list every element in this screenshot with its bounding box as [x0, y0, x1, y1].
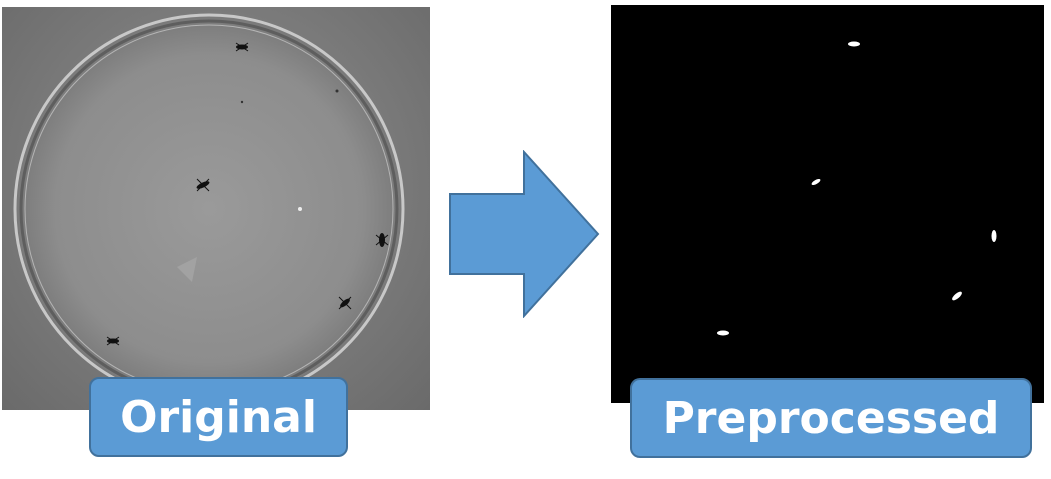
- petri-dish-floor: [17, 17, 401, 401]
- preprocessed-label-text: Preprocessed: [662, 392, 1000, 444]
- debris-spot: [335, 89, 339, 93]
- ant: [338, 296, 352, 310]
- ant: [196, 178, 210, 192]
- preprocessed-label: Preprocessed: [630, 378, 1032, 458]
- ant: [375, 233, 389, 247]
- original-image: [2, 7, 430, 410]
- binary-mask: [717, 41, 997, 336]
- original-label-text: Original: [120, 391, 317, 443]
- ant-blob: [952, 291, 962, 301]
- preprocessed-image: [611, 5, 1044, 403]
- petri-dish-photo: [13, 13, 405, 405]
- debris-spot: [298, 207, 302, 211]
- ant-blob: [991, 230, 997, 242]
- ant-blob: [848, 41, 860, 47]
- debris-spot: [240, 100, 244, 104]
- ant-blob: [717, 330, 729, 336]
- original-label: Original: [89, 377, 348, 457]
- right-arrow-icon: [449, 150, 600, 318]
- glare-mark: [177, 257, 197, 282]
- ant: [106, 336, 120, 346]
- ant-blob: [811, 178, 821, 186]
- ant: [235, 42, 249, 52]
